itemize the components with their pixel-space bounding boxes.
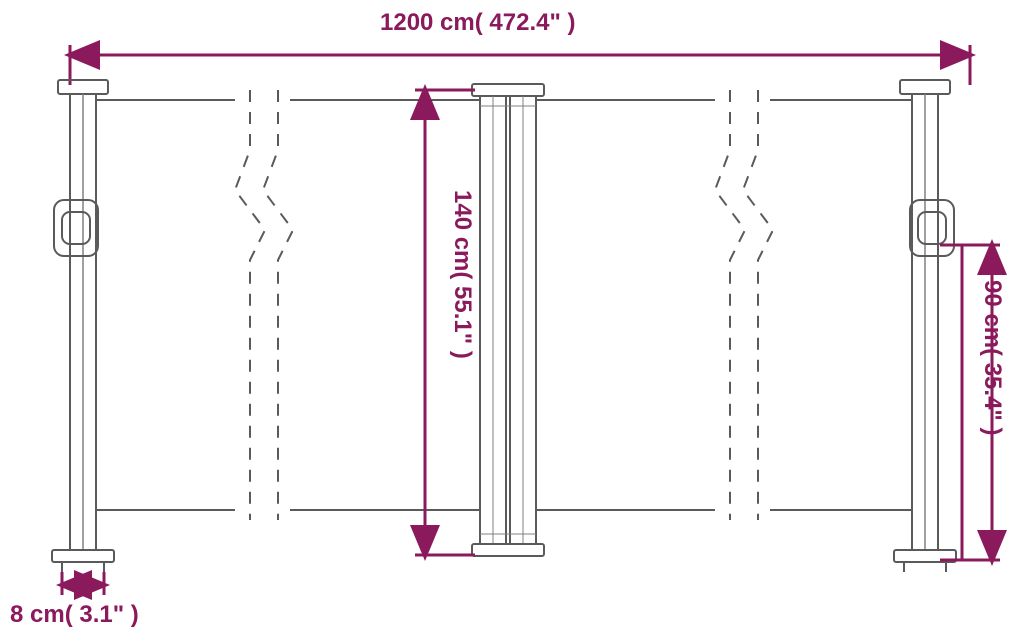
handle-icon — [910, 200, 954, 256]
width-dimension: 1200 cm( 472.4" ) — [70, 9, 970, 85]
width-label: 1200 cm( 472.4" ) — [380, 9, 576, 36]
break-line-left — [235, 90, 293, 520]
right-post — [894, 80, 956, 572]
dimension-diagram: 1200 cm( 472.4" ) — [0, 0, 1020, 642]
depth-label: 8 cm( 3.1" ) — [10, 601, 139, 628]
break-line-right — [715, 90, 773, 520]
height-main-label: 140 cm( 55.1" ) — [449, 190, 476, 359]
depth-dimension: 8 cm( 3.1" ) — [10, 572, 139, 628]
screen-lines — [96, 100, 912, 510]
height-main-dimension: 140 cm( 55.1" ) — [415, 90, 476, 555]
height-side-label: 90 cm( 35.4" ) — [979, 280, 1006, 435]
handle-icon — [54, 200, 98, 256]
left-post — [52, 80, 114, 572]
height-side-dimension: 90 cm( 35.4" ) — [940, 245, 1006, 560]
center-cassette — [472, 84, 544, 556]
